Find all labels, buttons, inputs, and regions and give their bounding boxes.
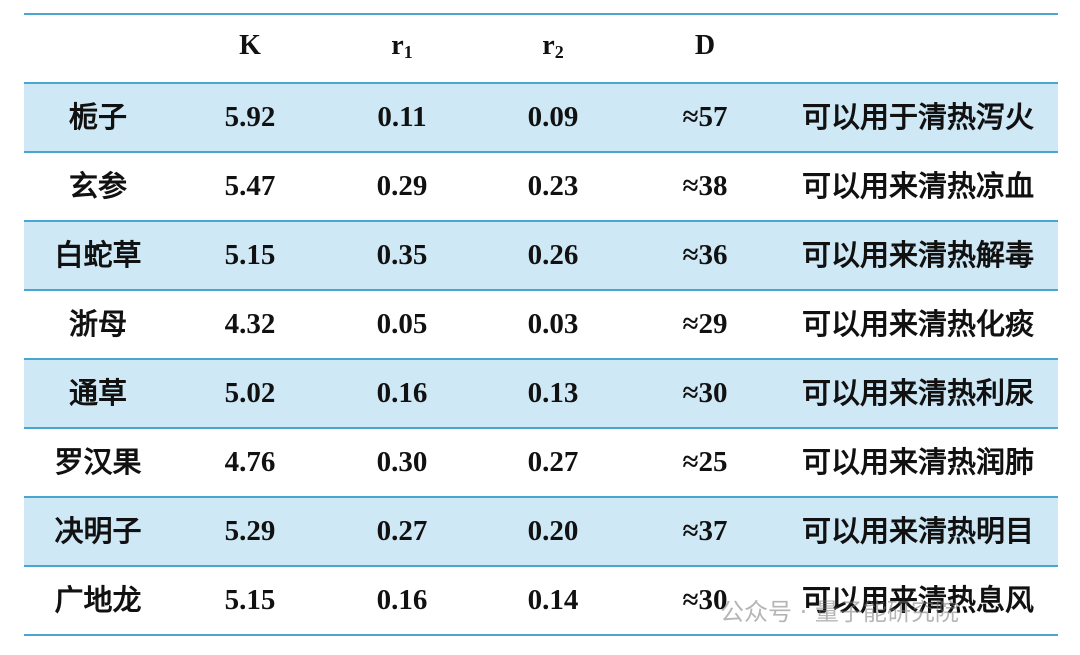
header-cell: r1 xyxy=(327,10,477,82)
row-divider xyxy=(24,82,1058,84)
table-cell: 可以用来清热息风 xyxy=(801,583,1034,617)
table-cell: 栀子 xyxy=(68,100,127,134)
header-label: K xyxy=(239,30,261,61)
table-cell: 4.76 xyxy=(224,446,276,478)
table-cell: 玄参 xyxy=(68,169,127,203)
table-cell: 5.47 xyxy=(224,170,276,202)
table-cell: ≈29 xyxy=(682,308,728,340)
table-cell: ≈37 xyxy=(682,515,728,547)
header-label: r xyxy=(542,30,555,61)
table-cell: 0.11 xyxy=(377,101,427,133)
table-row: 通草 5.02 0.16 0.13 ≈30 可以用来清热利尿 xyxy=(24,359,1058,428)
table-cell: 决明子 xyxy=(54,514,142,548)
header-cell: D xyxy=(630,10,780,82)
table-cell: 可以用来清热凉血 xyxy=(801,169,1034,203)
table-row: 浙母 4.32 0.05 0.03 ≈29 可以用来清热化痰 xyxy=(24,290,1058,359)
table-cell: 5.02 xyxy=(224,377,276,409)
row-divider xyxy=(24,427,1058,429)
row-divider xyxy=(24,496,1058,498)
table-row: 栀子 5.92 0.11 0.09 ≈57 可以用于清热泻火 xyxy=(24,83,1058,152)
table-cell: 0.14 xyxy=(527,584,579,616)
row-divider xyxy=(24,220,1058,222)
table-cell: 4.32 xyxy=(224,308,276,340)
table-row: 广地龙 5.15 0.16 0.14 ≈30 可以用来清热息风 xyxy=(24,566,1058,635)
table-cell: 0.09 xyxy=(527,101,579,133)
row-divider xyxy=(24,358,1058,360)
table-row: 罗汉果 4.76 0.30 0.27 ≈25 可以用来清热润肺 xyxy=(24,428,1058,497)
table-cell: 通草 xyxy=(68,376,127,410)
row-divider xyxy=(24,565,1058,567)
row-divider xyxy=(24,634,1058,636)
table-cell: 可以用来清热明目 xyxy=(801,514,1034,548)
table-cell: 0.29 xyxy=(376,170,428,202)
table-cell: ≈36 xyxy=(682,239,728,271)
table-row: 决明子 5.29 0.27 0.20 ≈37 可以用来清热明目 xyxy=(24,497,1058,566)
table-cell: 0.16 xyxy=(376,584,428,616)
table-cell: ≈30 xyxy=(682,584,728,616)
row-divider xyxy=(24,289,1058,291)
table-cell: 0.27 xyxy=(527,446,579,478)
table-cell: 可以用来清热润肺 xyxy=(801,445,1034,479)
table-cell: 0.26 xyxy=(527,239,579,271)
table-cell: 广地龙 xyxy=(54,583,142,617)
table-cell: ≈30 xyxy=(682,377,728,409)
table-cell: 0.16 xyxy=(376,377,428,409)
table-cell: 5.15 xyxy=(224,239,276,271)
table-cell: 可以用来清热解毒 xyxy=(801,238,1034,272)
table-row: 白蛇草 5.15 0.35 0.26 ≈36 可以用来清热解毒 xyxy=(24,221,1058,290)
table-cell: 0.23 xyxy=(527,170,579,202)
table-cell: 0.30 xyxy=(376,446,428,478)
table-cell: 0.35 xyxy=(376,239,428,271)
table-cell: 5.15 xyxy=(224,584,276,616)
table-cell: ≈25 xyxy=(682,446,728,478)
header-cell: K xyxy=(175,10,325,82)
table-cell: 白蛇草 xyxy=(54,238,142,272)
table-cell: 浙母 xyxy=(68,307,127,341)
table-row: 玄参 5.47 0.29 0.23 ≈38 可以用来清热凉血 xyxy=(24,152,1058,221)
table-cell: 0.27 xyxy=(376,515,428,547)
table-cell: 5.29 xyxy=(224,515,276,547)
header-label: D xyxy=(694,30,716,61)
table-cell: 罗汉果 xyxy=(54,445,142,479)
table-cell: 0.20 xyxy=(527,515,579,547)
table-cell: 5.92 xyxy=(224,101,276,133)
table-cell: 0.03 xyxy=(527,308,579,340)
table-cell: 0.05 xyxy=(376,308,428,340)
header-label: r xyxy=(391,30,404,61)
table-cell: 可以用来清热利尿 xyxy=(801,376,1034,410)
watermark: 公众号 · 量子能研究院 xyxy=(720,598,959,626)
table-cell: 可以用于清热泻火 xyxy=(801,100,1034,134)
row-divider xyxy=(24,151,1058,153)
header-cell: r2 xyxy=(478,10,628,82)
table-cell: 0.13 xyxy=(527,377,579,409)
table-cell: ≈57 xyxy=(682,101,728,133)
row-divider xyxy=(24,13,1058,15)
table-cell: 可以用来清热化痰 xyxy=(801,307,1034,341)
header-subscript: 1 xyxy=(403,42,413,62)
header-subscript: 2 xyxy=(554,42,564,62)
table-cell: ≈38 xyxy=(682,170,728,202)
